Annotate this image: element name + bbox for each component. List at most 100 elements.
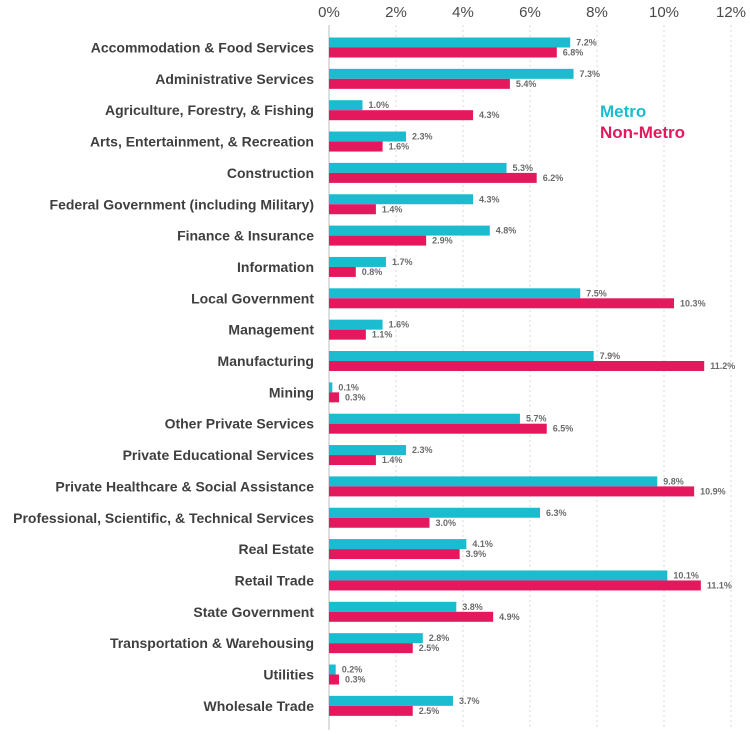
metro-bar [329, 507, 541, 518]
non-metro-value-label: 3.0% [436, 518, 457, 528]
category-label: Construction [227, 165, 314, 181]
category-label: Management [228, 322, 314, 338]
non-metro-bar [329, 47, 557, 58]
category-label: Agriculture, Forestry, & Fishing [105, 102, 314, 118]
metro-bar [329, 382, 333, 393]
category-label: Utilities [263, 667, 314, 683]
x-tick-label: 8% [586, 4, 608, 21]
metro-value-label: 5.7% [526, 414, 547, 424]
metro-bar [329, 100, 363, 111]
non-metro-bar [329, 110, 474, 121]
metro-bar [329, 664, 336, 675]
x-tick-label: 10% [649, 4, 679, 21]
non-metro-value-label: 4.3% [479, 110, 500, 120]
non-metro-value-label: 10.9% [700, 486, 726, 496]
metro-bar [329, 131, 407, 142]
non-metro-value-label: 2.5% [419, 706, 440, 716]
non-metro-value-label: 2.5% [419, 643, 440, 653]
category-label: Federal Government (including Military) [50, 196, 314, 212]
non-metro-bar [329, 705, 413, 716]
metro-bar [329, 570, 668, 581]
non-metro-value-label: 6.2% [543, 173, 564, 183]
non-metro-bar [329, 172, 537, 183]
non-metro-value-label: 1.6% [389, 142, 410, 152]
metro-value-label: 3.8% [462, 602, 483, 612]
x-tick-label: 0% [318, 4, 340, 21]
metro-value-label: 0.1% [338, 382, 359, 392]
category-label: Manufacturing [218, 353, 314, 369]
non-metro-bar [329, 674, 340, 685]
metro-bar [329, 445, 407, 456]
non-metro-bar [329, 549, 460, 560]
metro-value-label: 1.0% [369, 100, 390, 110]
non-metro-bar [329, 298, 675, 309]
category-label: Retail Trade [235, 572, 315, 588]
category-label: Arts, Entertainment, & Recreation [90, 134, 314, 150]
metro-value-label: 4.1% [472, 539, 493, 549]
non-metro-bar [329, 141, 383, 152]
non-metro-value-label: 11.1% [707, 580, 732, 590]
metro-bar [329, 194, 474, 205]
metro-value-label: 6.3% [546, 508, 567, 518]
non-metro-value-label: 5.4% [516, 79, 537, 89]
x-tick-label: 2% [385, 4, 407, 21]
non-metro-bar [329, 611, 494, 622]
category-label: Other Private Services [165, 416, 315, 432]
category-label: Mining [269, 384, 314, 400]
metro-bar [329, 256, 386, 267]
non-metro-value-label: 1.1% [372, 330, 393, 340]
metro-bar [329, 351, 594, 361]
metro-value-label: 5.3% [513, 163, 534, 173]
metro-value-label: 7.5% [586, 288, 607, 298]
non-metro-bar [329, 643, 413, 654]
bars: 7.2%6.8%7.3%5.4%1.0%4.3%2.3%1.6%5.3%6.2%… [329, 37, 735, 716]
metro-bar [329, 68, 574, 79]
legend-metro: Metro [600, 102, 646, 121]
non-metro-bar [329, 580, 701, 591]
non-metro-bar [329, 204, 376, 215]
x-axis-ticks: 0% 2% 4% 6% 8% 10% 12% [318, 4, 746, 21]
non-metro-bar [329, 486, 695, 497]
category-label: Real Estate [239, 541, 315, 557]
metro-value-label: 1.7% [392, 257, 413, 267]
metro-bar [329, 288, 581, 299]
non-metro-value-label: 1.4% [382, 455, 403, 465]
metro-bar [329, 225, 490, 236]
x-tick-label: 12% [716, 4, 746, 21]
metro-bar [329, 601, 457, 612]
metro-value-label: 4.8% [496, 226, 517, 236]
non-metro-bar [329, 517, 430, 528]
metro-value-label: 9.8% [663, 476, 684, 486]
metro-value-label: 7.9% [600, 351, 621, 361]
non-metro-value-label: 3.9% [466, 549, 487, 559]
metro-bar [329, 37, 571, 48]
metro-bar [329, 319, 383, 330]
metro-value-label: 3.7% [459, 696, 480, 706]
x-tick-label: 4% [452, 4, 474, 21]
metro-value-label: 10.1% [673, 570, 699, 580]
metro-value-label: 1.6% [389, 320, 410, 330]
metro-value-label: 2.3% [412, 132, 433, 142]
non-metro-bar [329, 78, 510, 89]
category-label: Information [237, 259, 314, 275]
metro-bar [329, 476, 658, 487]
legend-non-metro: Non-Metro [600, 123, 685, 142]
non-metro-value-label: 0.3% [345, 392, 366, 402]
x-tick-label: 6% [519, 4, 541, 21]
category-label: Professional, Scientific, & Technical Se… [13, 510, 314, 526]
category-labels: Accommodation & Food Services Administrat… [13, 40, 314, 714]
metro-bar [329, 539, 467, 550]
metro-value-label: 7.2% [576, 38, 597, 48]
non-metro-value-label: 4.9% [499, 612, 520, 622]
non-metro-value-label: 10.3% [680, 298, 706, 308]
non-metro-bar [329, 266, 356, 277]
category-label: Administrative Services [155, 71, 314, 87]
metro-bar [329, 633, 423, 644]
metro-bar [329, 162, 507, 173]
category-label: Accommodation & Food Services [91, 40, 314, 56]
legend: Metro Non-Metro [600, 102, 685, 142]
metro-bar [329, 695, 453, 706]
non-metro-bar [329, 329, 366, 340]
non-metro-value-label: 6.5% [553, 424, 574, 434]
